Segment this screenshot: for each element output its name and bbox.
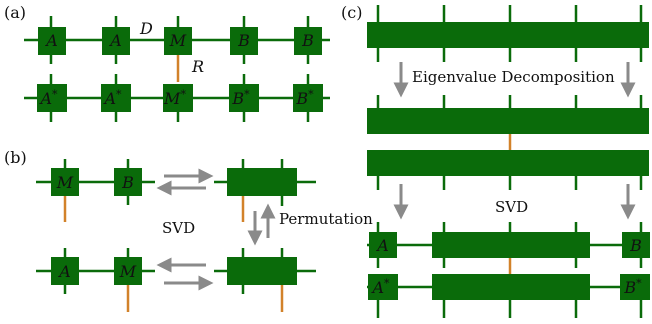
tensor-A-conj	[101, 84, 131, 112]
permutation-label: Permutation	[279, 210, 373, 228]
panel-a-top-chain: A A M B B	[24, 16, 330, 64]
tensor-label: B*	[295, 88, 314, 108]
panel-c-eigen-split	[367, 95, 649, 190]
svd-label: SVD	[495, 198, 528, 216]
bond-dimension-label: D	[139, 19, 153, 38]
tensor-label: M	[169, 31, 187, 50]
tensor-label: A	[375, 236, 389, 255]
tensor-B	[114, 168, 142, 196]
panel-c-top-environment	[367, 5, 649, 62]
tensor-label: A*	[38, 88, 58, 108]
eigenvector-tensor-conj	[367, 150, 649, 176]
panel-b-row2-left: A M	[36, 248, 155, 312]
tensor-B-conj	[293, 84, 323, 112]
panel-a-bottom-chain: A* A* M* B* B*	[24, 74, 330, 122]
tensor-A	[102, 27, 130, 55]
tensor-label: B*	[623, 277, 642, 297]
panel-b-row1-left: M B	[36, 159, 155, 222]
panel-c-svd-result: A B A* B*	[367, 222, 650, 318]
tensor-label: M	[56, 173, 74, 192]
tensor-M	[114, 257, 142, 285]
tensor-label: B	[629, 236, 642, 255]
tensor-B-conj	[229, 84, 259, 112]
tensor-B	[622, 232, 650, 258]
tensor-label: A	[57, 262, 71, 281]
tensor-M	[164, 27, 192, 55]
physical-dimension-label: R	[191, 57, 204, 76]
merged-tensor	[227, 168, 297, 196]
tensor-M-conj	[163, 84, 193, 112]
tensor-B	[294, 27, 322, 55]
tensor-B-conj	[620, 274, 650, 300]
central-tensor-conj	[432, 274, 590, 300]
tensor-label: A	[44, 31, 58, 50]
panel-b-row2-right	[214, 248, 316, 312]
tensor-A-conj	[368, 274, 398, 300]
tensor-A	[38, 27, 66, 55]
tensor-label: A*	[370, 277, 390, 297]
tensor-A-conj	[37, 84, 67, 112]
environment-tensor	[367, 22, 649, 48]
tensor-label: M*	[163, 88, 186, 108]
tensor-label: A*	[102, 88, 122, 108]
tensor-label: B	[121, 173, 134, 192]
tensor-label: B	[237, 31, 250, 50]
tensor-A	[51, 257, 79, 285]
tensor-B	[230, 27, 258, 55]
svd-label: SVD	[162, 219, 195, 237]
tensor-label: A	[108, 31, 122, 50]
panel-b-label: (b)	[4, 148, 27, 167]
panel-c-label: (c)	[341, 3, 362, 22]
merged-tensor	[227, 257, 297, 285]
panel-a-label: (a)	[4, 3, 26, 22]
tensor-label: B*	[231, 88, 250, 108]
central-tensor	[432, 232, 590, 258]
tensor-M	[51, 168, 79, 196]
tensor-label: B	[301, 31, 314, 50]
eigen-decomposition-label: Eigenvalue Decomposition	[412, 68, 615, 86]
eigenvector-tensor	[367, 108, 649, 134]
panel-b-row1-right	[214, 159, 316, 222]
tensor-A	[369, 232, 397, 258]
tensor-label: M	[119, 262, 137, 281]
